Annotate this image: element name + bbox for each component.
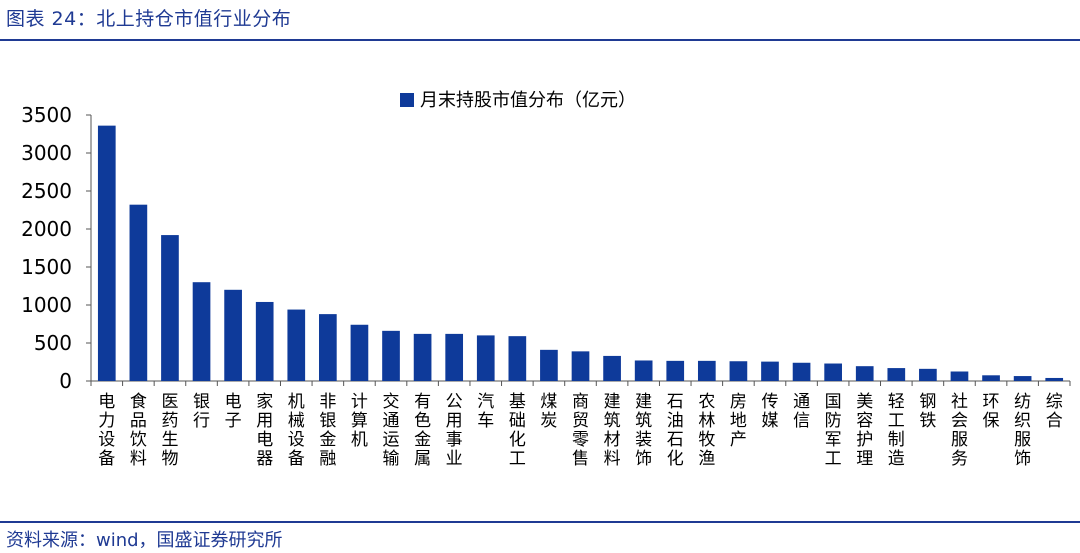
bar-3 [161,235,179,381]
x-tick-label: 纺织服饰 [1014,392,1031,469]
x-tick-label: 交通运输 [383,392,400,469]
bar-31 [1045,377,1064,381]
bar-13 [476,335,495,381]
footer-divider [0,521,1080,523]
bar-7 [287,309,306,381]
chart-caption: 图表 24：北上持仓市值行业分布 [6,8,292,30]
bar-27 [919,368,937,381]
x-tick-label: 美容护理 [856,392,873,469]
x-tick-label: 房地产 [730,392,747,450]
y-tick-label: 1000 [21,293,72,317]
header-divider [0,39,1080,41]
x-tick-label: 社会服务 [951,392,968,469]
y-tick-label: 1500 [21,255,72,279]
x-tick-label: 汽车 [477,392,494,431]
bar-10 [382,330,400,381]
bar-6 [255,301,274,381]
x-tick-label: 计算机 [351,392,368,450]
x-tick-label: 机械设备 [288,392,305,469]
x-tick-label: 轻工制造 [888,392,905,469]
x-tick-label: 银行 [193,392,210,431]
bar-21 [729,361,748,381]
x-tick-label: 商贸零售 [572,392,589,469]
bar-2 [129,204,148,381]
bar-5 [224,289,242,381]
bar-16 [571,351,590,381]
y-tick-label: 3500 [21,103,72,127]
y-tick-label: 2500 [21,179,72,203]
x-tick-label: 通信 [793,392,810,431]
bar-8 [319,314,337,381]
x-tick-label: 电力设备 [98,392,115,469]
bar-17 [603,355,621,381]
bar-1 [97,125,116,381]
x-tick-label: 基础化工 [509,392,526,469]
x-tick-label: 有色金属 [414,392,431,469]
x-tick-label: 食品饮料 [130,392,147,469]
y-tick-label: 2000 [21,217,72,241]
legend: 月末持股市值分布（亿元） [400,90,636,111]
x-tick-label: 国防军工 [825,392,842,469]
x-tick-label: 建筑材料 [604,392,621,469]
bar-4 [192,282,211,381]
bar-29 [982,375,1000,381]
legend-swatch [400,93,414,107]
legend-label: 月末持股市值分布（亿元） [420,90,636,111]
bar-22 [761,361,779,381]
bar-23 [792,362,811,381]
bar-19 [666,360,685,381]
bar-25 [855,366,874,381]
x-tick-label: 钢铁 [919,392,936,431]
x-tick-label: 建筑装饰 [635,392,652,469]
x-tick-label: 电子 [225,392,242,431]
x-tick-label: 农林牧渔 [698,392,715,469]
x-tick-label: 煤炭 [540,392,557,431]
bar-9 [350,324,369,381]
bar-15 [540,349,558,381]
bar-24 [824,363,842,381]
x-axis-labels: 电力设备食品饮料医药生物银行电子家用电器机械设备非银金融计算机交通运输有色金属公… [90,381,1071,469]
y-axis: 0 500 1000 1500 2000 2500 3000 3500 [21,103,1070,393]
bar-chart: 0 500 1000 1500 2000 2500 3000 3500 电力设备食品饮料医药生… [21,90,1071,469]
x-tick-label: 传媒 [761,392,778,431]
x-tick-label: 非银金融 [319,392,336,469]
source-note: 资料来源：wind，国盛证券研究所 [6,530,283,551]
bar-30 [1013,376,1032,381]
x-tick-label: 家用电器 [256,392,273,469]
x-tick-label: 环保 [983,392,1000,431]
bar-14 [508,336,527,381]
bars [97,125,1064,381]
bar-26 [887,368,906,381]
bar-11 [413,333,432,381]
bar-18 [634,360,653,381]
x-tick-label: 综合 [1046,392,1063,431]
y-tick-label: 0 [59,369,72,393]
bar-12 [445,333,464,381]
y-tick-label: 500 [34,331,72,355]
bar-20 [697,360,716,381]
bar-28 [950,371,969,381]
x-tick-label: 医药生物 [161,392,178,469]
y-tick-label: 3000 [21,141,72,165]
x-tick-label: 公用事业 [446,392,463,469]
header: 图表 24：北上持仓市值行业分布 [0,0,1080,41]
x-tick-label: 石油石化 [667,392,684,469]
